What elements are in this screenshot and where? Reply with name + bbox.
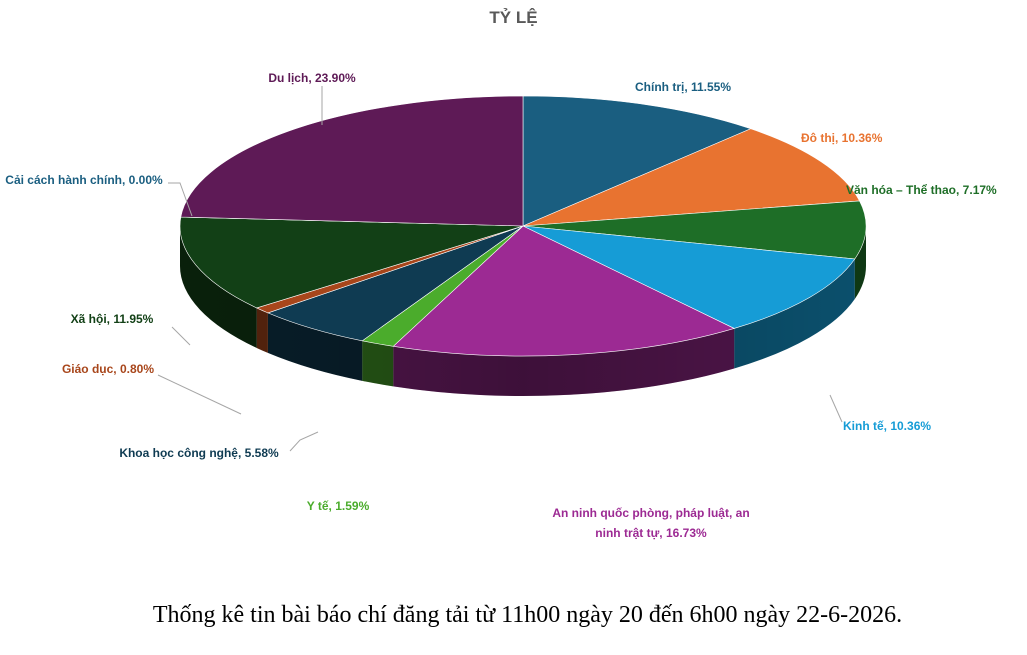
slice-du-lich: [180, 95, 524, 227]
label-giao-duc: Giáo dục, 0.80%: [62, 362, 154, 376]
leader-kinh-te: [829, 394, 843, 423]
label-y-te: Y tế, 1.59%: [307, 499, 370, 513]
leader-cai-cach-hanh-chinh: [168, 182, 193, 217]
chart-title: TỶ LỆ: [489, 8, 538, 27]
slice-an-ninh-quoc-phong-phap-luat-an-ninh-trat-tu: [392, 225, 736, 357]
label-do-thi: Đô thị, 10.36%: [801, 131, 883, 145]
leader-giao-duc: [157, 374, 242, 415]
label-van-hoa-the-thao: Văn hóa – Thể thao, 7.17%: [846, 183, 997, 197]
leader-lines: [157, 86, 843, 452]
pie-chart: Chính trị, 11.55% Đô thị, 10.36% Văn hóa –…: [5, 71, 997, 540]
slice-labels: Chính trị, 11.55% Đô thị, 10.36% Văn hóa –…: [5, 71, 997, 540]
slice-do-thi: [522, 128, 861, 227]
label-du-lich: Du lịch, 23.90%: [268, 71, 356, 85]
label-cai-cach-hanh-chinh: Cải cách hành chính, 0.00%: [5, 173, 163, 187]
slice-van-hoa-the-thao: [522, 200, 867, 260]
slice-xa-hoi: [179, 216, 524, 309]
slice-kinh-te: [522, 225, 856, 329]
pie-sides: [180, 226, 866, 396]
label-an-ninh-quoc-phong-phap-luat-an-ninh-trat-tu-line1: An ninh quốc phòng, pháp luật, an: [552, 506, 749, 520]
label-an-ninh-quoc-phong-phap-luat-an-ninh-trat-tu-line2: ninh trật tự, 16.73%: [595, 526, 707, 540]
side-shading: [180, 226, 866, 396]
label-xa-hoi: Xã hội, 11.95%: [71, 312, 154, 326]
leader-khoa-hoc-cong-nghe: [289, 431, 319, 452]
slice-chinh-tri: [522, 95, 752, 227]
leader-xa-hoi: [171, 326, 191, 346]
pie-tops: [179, 95, 867, 357]
label-khoa-hoc-cong-nghe: Khoa học công nghệ, 5.58%: [119, 446, 279, 460]
figure-caption: Thống kê tin bài báo chí đăng tải từ 11h…: [152, 602, 903, 628]
label-chinh-tri: Chính trị, 11.55%: [635, 80, 731, 94]
label-kinh-te: Kinh tế, 10.36%: [843, 419, 931, 433]
